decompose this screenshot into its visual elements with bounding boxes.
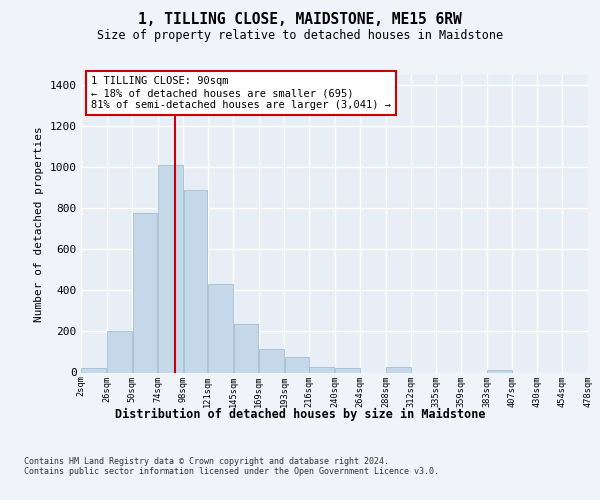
Bar (335, 368, 359, 372)
Bar (158, 166, 183, 372)
Text: Size of property relative to detached houses in Maidstone: Size of property relative to detached ho… (97, 28, 503, 42)
Y-axis label: Number of detached properties: Number of detached properties (34, 126, 44, 322)
Bar (233, 324, 259, 372)
Bar (82, 368, 106, 372)
Bar (487, 370, 512, 372)
Text: 1 TILLING CLOSE: 90sqm
← 18% of detached houses are smaller (695)
81% of semi-de: 1 TILLING CLOSE: 90sqm ← 18% of detached… (91, 76, 391, 110)
Bar (310, 368, 334, 372)
Bar (259, 349, 284, 372)
Bar (107, 332, 132, 372)
Text: Contains public sector information licensed under the Open Government Licence v3: Contains public sector information licen… (24, 467, 439, 476)
Bar (386, 368, 411, 372)
Text: Contains HM Land Registry data © Crown copyright and database right 2024.: Contains HM Land Registry data © Crown c… (24, 457, 389, 466)
Text: 1, TILLING CLOSE, MAIDSTONE, ME15 6RW: 1, TILLING CLOSE, MAIDSTONE, ME15 6RW (138, 12, 462, 28)
Text: Distribution of detached houses by size in Maidstone: Distribution of detached houses by size … (115, 408, 485, 420)
Bar (285, 357, 308, 372)
Bar (208, 284, 233, 372)
Bar (184, 190, 208, 372)
Bar (133, 214, 157, 372)
